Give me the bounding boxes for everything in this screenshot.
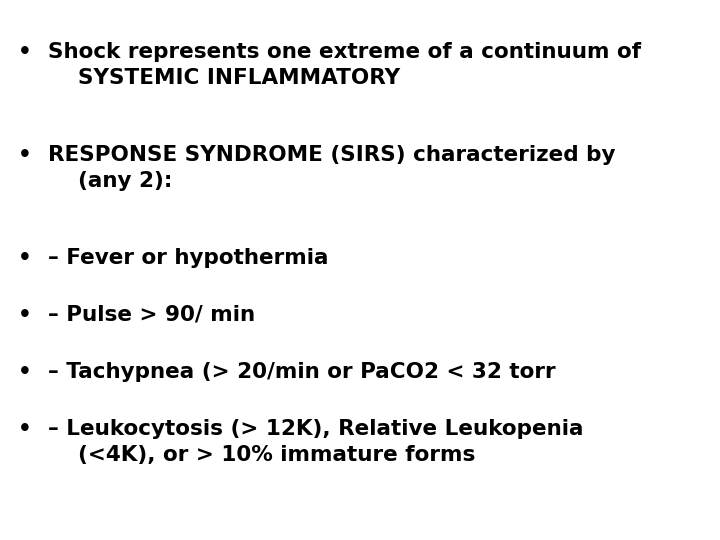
- Text: SYSTEMIC INFLAMMATORY: SYSTEMIC INFLAMMATORY: [48, 68, 400, 88]
- Text: •: •: [18, 362, 32, 382]
- Text: – Leukocytosis (> 12K), Relative Leukopenia: – Leukocytosis (> 12K), Relative Leukope…: [48, 419, 583, 439]
- Text: RESPONSE SYNDROME (SIRS) characterized by: RESPONSE SYNDROME (SIRS) characterized b…: [48, 145, 616, 165]
- Text: •: •: [18, 145, 32, 165]
- Text: – Pulse > 90/ min: – Pulse > 90/ min: [48, 305, 255, 325]
- Text: •: •: [18, 419, 32, 439]
- Text: •: •: [18, 42, 32, 62]
- Text: •: •: [18, 248, 32, 268]
- Text: (any 2):: (any 2):: [48, 171, 172, 191]
- Text: (<4K), or > 10% immature forms: (<4K), or > 10% immature forms: [48, 445, 475, 465]
- Text: – Tachypnea (> 20/min or PaCO2 < 32 torr: – Tachypnea (> 20/min or PaCO2 < 32 torr: [48, 362, 556, 382]
- Text: •: •: [18, 305, 32, 325]
- Text: – Fever or hypothermia: – Fever or hypothermia: [48, 248, 328, 268]
- Text: Shock represents one extreme of a continuum of: Shock represents one extreme of a contin…: [48, 42, 641, 62]
